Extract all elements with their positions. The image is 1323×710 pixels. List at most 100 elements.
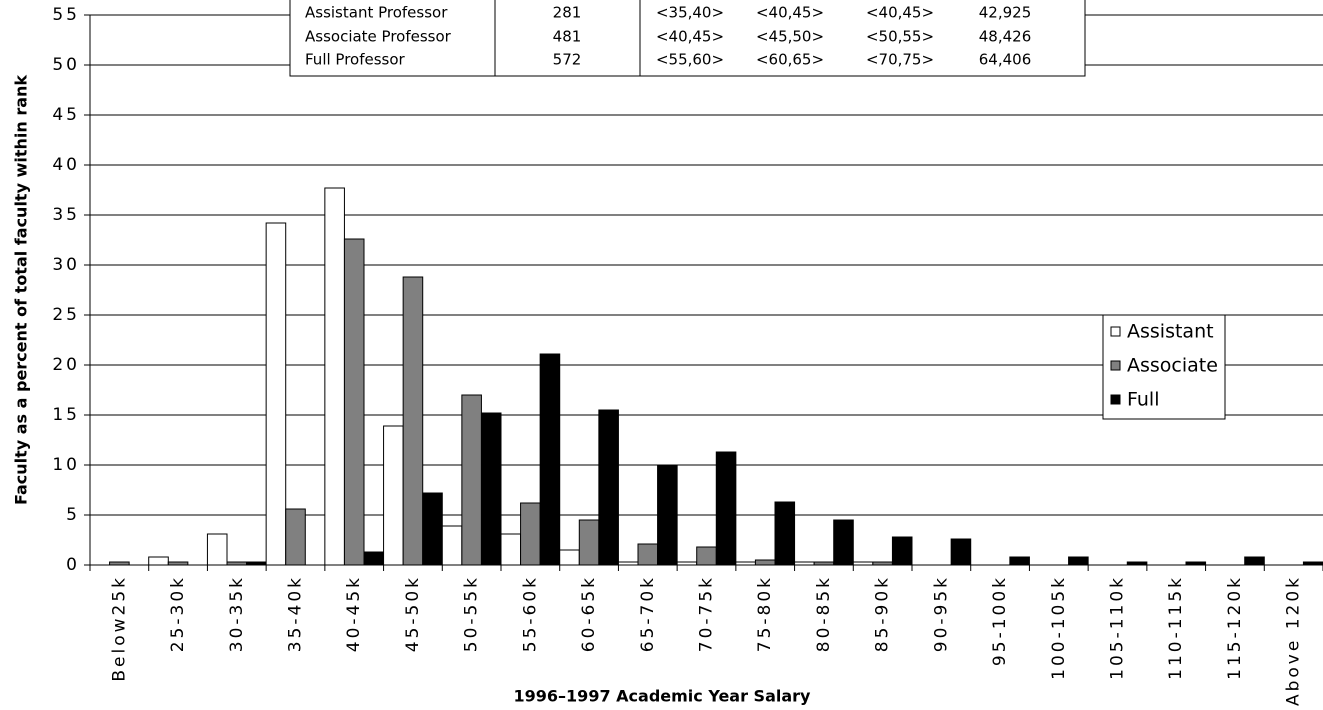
bar: [109, 561, 130, 566]
table-cell: <35,40>: [656, 4, 724, 22]
table-cell: <70,75>: [866, 51, 934, 69]
bar: [226, 561, 248, 566]
x-tick-label: 105-110k: [1108, 575, 1128, 680]
bar: [872, 561, 893, 566]
legend-label: Associate: [1127, 355, 1218, 377]
x-tick-label: 115-120k: [1225, 575, 1245, 680]
bar: [715, 451, 737, 566]
y-tick-label: 30: [52, 255, 80, 275]
bar: [539, 353, 561, 566]
bar: [1126, 561, 1148, 566]
x-tick-label: 30-35k: [227, 575, 247, 652]
x-tick-label: 50-55k: [462, 575, 482, 652]
x-tick-label: 55-60k: [520, 575, 540, 652]
table-cell: <40,45>: [866, 4, 934, 22]
bar: [1185, 561, 1207, 566]
x-tick-label: 25-30k: [168, 575, 188, 652]
x-tick-label: Above 120k: [1284, 575, 1304, 706]
bar: [578, 519, 600, 566]
bar: [891, 536, 913, 566]
bar: [246, 561, 267, 566]
y-tick-label: 20: [52, 355, 80, 375]
table-cell: Associate Professor: [305, 28, 452, 46]
table-cell: <45,50>: [756, 28, 824, 46]
bar: [422, 492, 443, 566]
y-tick-label: 25: [52, 305, 80, 325]
legend-swatch: [1110, 326, 1121, 337]
x-tick-label: 40-45k: [344, 575, 364, 652]
bar: [598, 409, 619, 566]
bar: [363, 551, 385, 566]
bar: [461, 394, 482, 566]
legend-label: Full: [1127, 389, 1160, 411]
bar: [735, 561, 756, 566]
bar: [813, 561, 835, 566]
bar: [833, 519, 854, 566]
bar: [402, 276, 424, 566]
x-tick-label: 45-50k: [403, 575, 423, 652]
table-cell: 281: [553, 4, 582, 22]
bar: [441, 525, 463, 566]
bar: [383, 425, 404, 566]
bar: [559, 549, 580, 566]
x-tick-label: 75-80k: [755, 575, 775, 652]
bar: [500, 533, 522, 566]
y-tick-label: 40: [52, 155, 80, 175]
legend-swatch: [1110, 360, 1121, 371]
y-tick-label: 5: [66, 505, 80, 525]
bar: [520, 502, 541, 566]
bar: [637, 543, 659, 566]
bar: [1009, 556, 1030, 566]
y-tick-label: 45: [52, 105, 80, 125]
bar: [343, 238, 365, 566]
bar: [657, 464, 678, 566]
bar: [794, 561, 815, 566]
bar: [1244, 556, 1265, 566]
table-cell: 481: [553, 28, 582, 46]
bar: [167, 561, 189, 566]
bar: [480, 412, 502, 566]
y-tick-label: 15: [52, 405, 80, 425]
x-tick-label: 80-85k: [814, 575, 834, 652]
bar: [774, 501, 796, 566]
bar: [265, 222, 287, 566]
x-tick-label: 95-100k: [990, 575, 1010, 666]
legend-label: Assistant: [1127, 321, 1214, 343]
x-tick-label: 110-115k: [1166, 575, 1186, 680]
table-cell: 572: [553, 51, 582, 69]
x-tick-label: Below25k: [109, 575, 129, 682]
bar: [1302, 561, 1323, 566]
x-tick-label: 85-90k: [873, 575, 893, 652]
bar: [676, 561, 698, 566]
table-cell: <60,65>: [756, 51, 824, 69]
table-cell: 42,925: [979, 4, 1032, 22]
y-tick-label: 10: [52, 455, 80, 475]
legend-swatch: [1110, 394, 1121, 405]
table-cell: Assistant Professor: [305, 4, 448, 22]
table-cell: <55,60>: [656, 51, 724, 69]
x-tick-label: 90-95k: [931, 575, 951, 652]
bar: [617, 561, 639, 566]
bar: [852, 561, 874, 566]
y-tick-label: 0: [66, 555, 80, 575]
y-tick-label: 55: [52, 5, 80, 25]
bar: [1068, 556, 1089, 566]
table-cell: 64,406: [979, 51, 1032, 69]
x-tick-label: 100-105k: [1049, 575, 1069, 680]
bar: [324, 187, 345, 566]
bar: [148, 556, 169, 566]
x-tick-label: 70-75k: [697, 575, 717, 652]
table-cell: <40,45>: [756, 4, 824, 22]
bar: [754, 559, 776, 566]
bar: [206, 533, 228, 566]
y-axis-title: Faculty as a percent of total faculty wi…: [12, 75, 31, 505]
table-cell: <50,55>: [866, 28, 934, 46]
bar: [696, 546, 717, 566]
y-tick-label: 35: [52, 205, 80, 225]
table-cell: 48,426: [979, 28, 1032, 46]
x-tick-label: 60-65k: [579, 575, 599, 652]
bar: [285, 508, 306, 566]
table-cell: <40,45>: [656, 28, 724, 46]
